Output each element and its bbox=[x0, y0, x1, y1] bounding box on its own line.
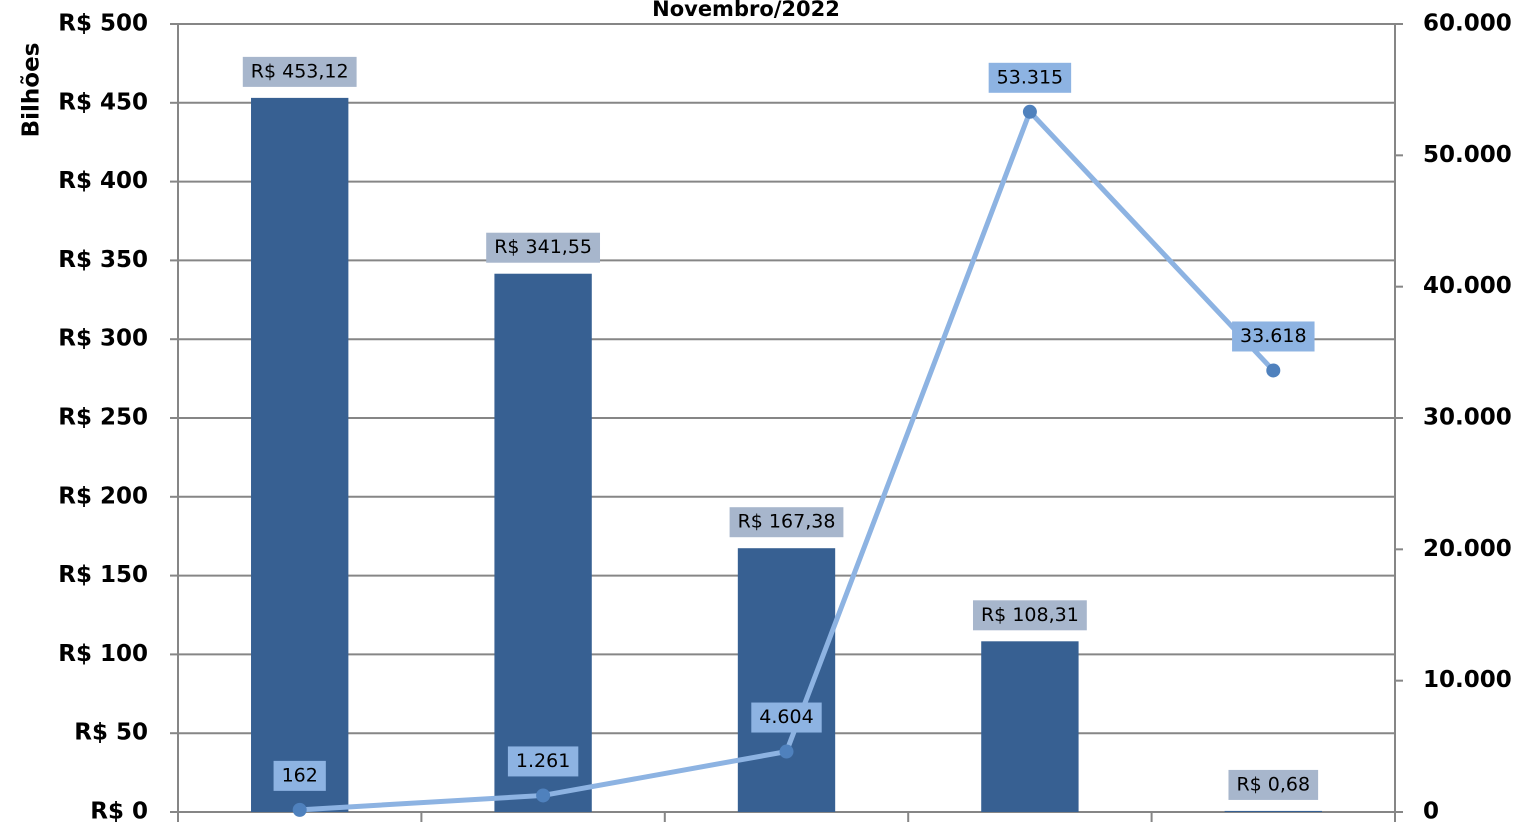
y2-tick-label: 50.000 bbox=[1423, 142, 1512, 168]
data-label: R$ 341,55 bbox=[494, 236, 592, 258]
y-tick-label: R$ 100 bbox=[58, 641, 148, 667]
y-tick-label: R$ 400 bbox=[58, 168, 148, 194]
data-label: R$ 108,31 bbox=[981, 604, 1079, 626]
y-tick-label: R$ 500 bbox=[58, 11, 148, 37]
y-axis-label: Bilhões bbox=[19, 43, 45, 138]
data-label-bg bbox=[1228, 769, 1319, 800]
y2-tick-label: 40.000 bbox=[1423, 273, 1512, 299]
y-tick-label: R$ 350 bbox=[58, 247, 148, 273]
bar bbox=[494, 273, 592, 813]
y-tick-label: R$ 450 bbox=[58, 89, 148, 115]
data-label: 53.315 bbox=[997, 66, 1063, 88]
y-tick-label: R$ 300 bbox=[58, 326, 148, 352]
data-label-bg bbox=[486, 232, 601, 263]
data-label-bg bbox=[1232, 321, 1315, 352]
data-label-bg bbox=[988, 62, 1072, 93]
data-label: 162 bbox=[282, 764, 318, 786]
data-label: 4.604 bbox=[759, 706, 813, 728]
data-label-bg bbox=[751, 702, 822, 733]
data-label: 33.618 bbox=[1240, 325, 1306, 347]
bar bbox=[737, 548, 836, 812]
y-tick-label: R$ 250 bbox=[58, 405, 148, 431]
bar bbox=[1224, 810, 1322, 812]
y-tick-label: R$ 150 bbox=[58, 562, 148, 588]
y-tick-label: R$ 50 bbox=[74, 720, 148, 746]
y2-tick-label: 0 bbox=[1423, 799, 1439, 825]
y2-tick-label: 10.000 bbox=[1423, 667, 1512, 693]
y-tick-label: R$ 200 bbox=[58, 483, 148, 509]
data-label: 1.261 bbox=[516, 750, 570, 772]
data-label-bg bbox=[273, 760, 326, 791]
data-label: R$ 453,12 bbox=[251, 60, 349, 82]
y2-tick-label: 30.000 bbox=[1423, 405, 1512, 431]
marker bbox=[779, 744, 794, 759]
marker bbox=[1022, 104, 1037, 119]
data-label-bg bbox=[729, 507, 844, 538]
y-tick-label: R$ 0 bbox=[90, 799, 148, 825]
y2-tick-label: 20.000 bbox=[1423, 536, 1512, 562]
marker bbox=[1266, 363, 1281, 378]
bar bbox=[981, 641, 1079, 812]
chart-title: Novembro/2022 bbox=[652, 0, 840, 21]
data-label-bg bbox=[972, 600, 1087, 631]
data-label: R$ 0,68 bbox=[1236, 773, 1310, 795]
data-label-bg bbox=[242, 56, 357, 87]
y2-tick-label: 60.000 bbox=[1423, 11, 1512, 37]
marker bbox=[292, 802, 307, 817]
data-label-bg bbox=[507, 746, 579, 777]
bar bbox=[251, 97, 349, 813]
marker bbox=[536, 788, 551, 803]
data-label: R$ 167,38 bbox=[738, 511, 836, 533]
